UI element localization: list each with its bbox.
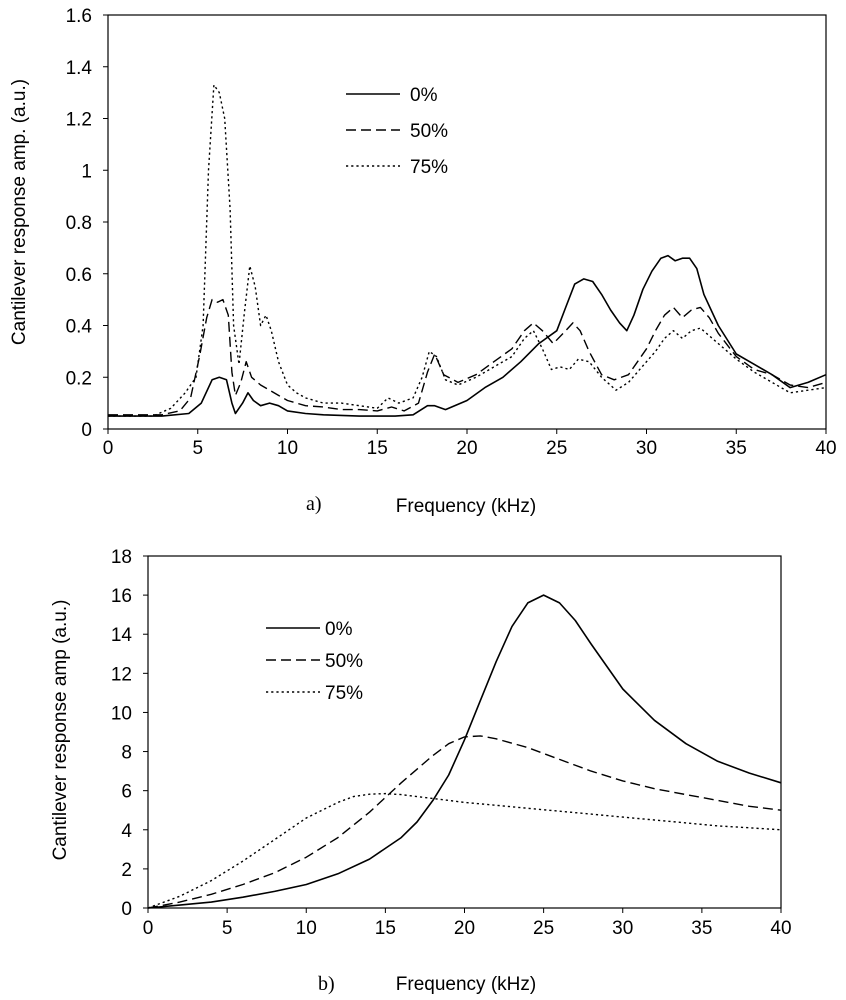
chart-a-series-50pct (108, 298, 827, 416)
chart-a-x-tick-label: 35 (726, 438, 747, 459)
chart-a-x-tick-label: 15 (367, 438, 388, 459)
chart-b-panel-label: b) (318, 973, 335, 995)
chart-b-y-tick-label: 0 (121, 899, 132, 920)
chart-b-x-tick-label: 5 (222, 918, 233, 939)
chart-a-x-tick-label: 40 (815, 438, 836, 459)
chart-b-y-tick-label: 18 (111, 547, 132, 568)
chart-a-y-axis-label: Cantilever response amp. (a.u.) (9, 79, 30, 345)
chart-a-x-tick-label: 25 (546, 438, 567, 459)
chart-a-y-tick-label: 1.4 (66, 58, 93, 79)
chart-a-y-tick-label: 0.2 (66, 368, 92, 389)
chart-b-x-tick-label: 10 (296, 918, 317, 939)
chart-a-series-0pct (108, 254, 827, 417)
chart-a-y-tick-label: 1.2 (66, 110, 92, 131)
chart-a-legend-label: 50% (410, 121, 448, 142)
chart-a: 0 5 10 15 20 25 30 35 40 0 0.2 0.4 0.6 0.8 1 1.2 1.4 1.6… (9, 6, 837, 517)
chart-b-legend: 0% 50% 75% (266, 619, 363, 704)
chart-a-y-tick-label: 1.6 (66, 6, 92, 27)
chart-a-x-axis-label: Frequency (kHz) (396, 496, 536, 517)
chart-b-y-tick-label: 10 (111, 703, 132, 724)
chart-b-y-tick-label: 2 (121, 860, 132, 881)
chart-b-series-75pct (147, 792, 782, 909)
chart-b: 0 5 10 15 20 25 30 35 40 0 2 4 6 8 10 12 14 16 18 0% 50% 75… (50, 547, 792, 995)
chart-b-y-tick-label: 4 (121, 821, 132, 842)
chart-b-series-0pct (147, 594, 782, 909)
chart-a-y-tick-label: 1 (81, 161, 92, 182)
chart-a-y-tick-label: 0.8 (66, 213, 92, 234)
chart-a-legend-label: 0% (410, 85, 438, 106)
chart-b-series-50pct (147, 735, 782, 909)
chart-a-y-tick-label: 0.6 (66, 265, 92, 286)
chart-b-y-tick-label: 14 (111, 625, 133, 646)
chart-a-plot-frame (107, 14, 827, 430)
chart-b-y-tick-label: 6 (121, 782, 132, 803)
chart-b-x-tick-label: 30 (612, 918, 633, 939)
chart-b-x-tick-label: 15 (375, 918, 396, 939)
chart-a-x-tick-label: 10 (277, 438, 298, 459)
chart-b-y-axis-label: Cantilever response amp (a.u.) (50, 600, 71, 861)
chart-b-plot-frame (147, 555, 782, 909)
chart-b-y-tick-label: 16 (111, 586, 132, 607)
chart-b-legend-label: 0% (325, 619, 353, 640)
chart-b-legend-label: 75% (325, 683, 363, 704)
chart-a-y-tick-label: 0 (81, 420, 92, 441)
chart-a-series-75pct (108, 84, 827, 417)
chart-b-x-axis-label: Frequency (kHz) (396, 974, 536, 995)
chart-a-legend-label: 75% (410, 157, 448, 178)
chart-b-y-tick-label: 12 (111, 664, 132, 685)
chart-a-y-tick-label: 0.4 (66, 317, 93, 338)
chart-a-x-tick-label: 20 (456, 438, 477, 459)
chart-b-legend-label: 50% (325, 651, 363, 672)
chart-a-panel-label: a) (306, 493, 322, 515)
chart-a-x-tick-label: 30 (636, 438, 657, 459)
chart-b-x-tick-label: 25 (533, 918, 554, 939)
chart-b-x-tick-label: 0 (143, 918, 154, 939)
chart-b-x-tick-label: 40 (770, 918, 791, 939)
chart-b-y-tick-label: 8 (121, 743, 132, 764)
chart-b-x-tick-label: 35 (691, 918, 712, 939)
chart-a-legend: 0% 50% 75% (346, 85, 448, 178)
chart-a-x-tick-label: 0 (103, 438, 114, 459)
chart-a-x-tick-label: 5 (192, 438, 203, 459)
chart-b-x-tick-label: 20 (454, 918, 475, 939)
